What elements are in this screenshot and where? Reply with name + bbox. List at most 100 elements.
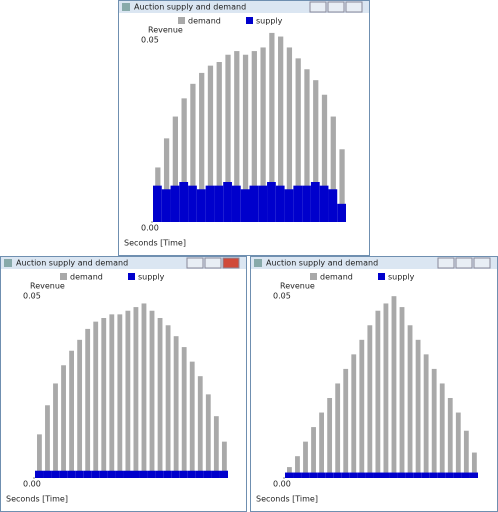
x-axis-label: Seconds [Time] (6, 495, 68, 504)
window: Auction supply and demand demand supply Rev… (118, 0, 370, 256)
maximize-button[interactable] (204, 257, 222, 269)
demand-bar (234, 51, 240, 222)
supply-bar (139, 470, 148, 478)
supply-bar (163, 470, 172, 478)
demand-bar (45, 405, 50, 478)
supply-bar (187, 470, 196, 478)
demand-bar (61, 365, 66, 478)
supply-bar (203, 470, 212, 478)
window: Auction supply and demand demand supply Rev… (250, 256, 498, 512)
demand-bar (327, 398, 333, 478)
demand-bar (163, 138, 170, 222)
minimize-button[interactable] (437, 257, 455, 269)
demand-bar (133, 307, 139, 478)
demand-bar (172, 116, 179, 222)
demand-bar (359, 339, 365, 478)
close-button[interactable] (345, 1, 363, 13)
demand-bar (190, 83, 196, 223)
demand-bar (339, 149, 345, 222)
demand-bar (242, 54, 249, 223)
supply-bar (357, 472, 366, 478)
app-icon (254, 259, 262, 267)
supply-bar (179, 470, 188, 478)
demand-bar (85, 328, 91, 478)
legend-label: demand (320, 273, 353, 282)
supply-bar (258, 185, 268, 222)
supply-bar (223, 182, 232, 222)
supply-bar (195, 470, 204, 478)
supply-bar (231, 185, 241, 222)
minimize-button[interactable] (309, 1, 327, 13)
title-bar (119, 1, 369, 13)
supply-bar (147, 470, 156, 478)
legend-swatch (378, 273, 385, 280)
supply-bar (35, 470, 44, 478)
supply-bar (170, 185, 180, 222)
demand-bar (391, 296, 397, 478)
supply-bar (453, 472, 462, 478)
supply-bar (373, 472, 382, 478)
close-button[interactable] (222, 257, 240, 269)
y-tick-label: 0.00 (141, 224, 159, 233)
supply-bar (309, 472, 318, 478)
supply-bar (284, 189, 294, 222)
supply-bar (249, 185, 259, 222)
supply-bar (83, 470, 92, 478)
demand-bar (101, 318, 107, 478)
y-tick-label: 0.05 (23, 292, 41, 301)
close-button[interactable] (473, 257, 491, 269)
supply-bar (285, 472, 294, 478)
demand-bar (311, 427, 316, 478)
supply-bar (211, 470, 220, 478)
demand-bar (213, 416, 219, 478)
legend-label: supply (388, 273, 415, 282)
y-tick-label: 0.05 (273, 292, 291, 301)
supply-bar (349, 472, 358, 478)
demand-bar (431, 368, 437, 478)
supply-bar (67, 470, 76, 478)
demand-bar (125, 310, 131, 478)
demand-bar (303, 441, 308, 478)
supply-bar (293, 185, 303, 222)
y-tick-label: 0.05 (141, 36, 159, 45)
demand-bar (439, 383, 445, 478)
minimize-button[interactable] (186, 257, 204, 269)
demand-bar (313, 80, 319, 222)
y-axis-label: Revenue (30, 282, 65, 291)
demand-bar (197, 376, 203, 478)
demand-bar (471, 452, 477, 478)
app-icon (122, 3, 130, 11)
window-title: Auction supply and demand (16, 259, 128, 268)
demand-bar (53, 383, 58, 478)
demand-bar (447, 398, 453, 478)
demand-bar (189, 361, 195, 478)
demand-bar (423, 354, 429, 478)
legend-label: demand (188, 17, 221, 26)
demand-bar (93, 321, 99, 478)
supply-bar (131, 470, 140, 478)
legend-label: supply (138, 273, 165, 282)
supply-bar (205, 185, 215, 222)
demand-bar (117, 314, 123, 478)
demand-bar (415, 339, 421, 478)
demand-bar (367, 325, 373, 478)
demand-bar (343, 368, 349, 478)
legend-swatch (310, 273, 317, 280)
demand-bar (205, 394, 211, 478)
supply-bar (301, 472, 310, 478)
demand-bar (109, 314, 115, 478)
supply-bar (153, 185, 162, 222)
supply-bar (115, 470, 124, 478)
demand-bar (321, 94, 328, 222)
supply-bar (275, 185, 285, 222)
maximize-button[interactable] (455, 257, 473, 269)
supply-bar (365, 472, 374, 478)
title-bar (251, 257, 497, 269)
supply-bar (421, 472, 430, 478)
maximize-button[interactable] (327, 1, 345, 13)
supply-bar (333, 472, 342, 478)
demand-bar (295, 58, 301, 223)
title-bar (1, 257, 246, 269)
demand-bar (399, 307, 405, 478)
